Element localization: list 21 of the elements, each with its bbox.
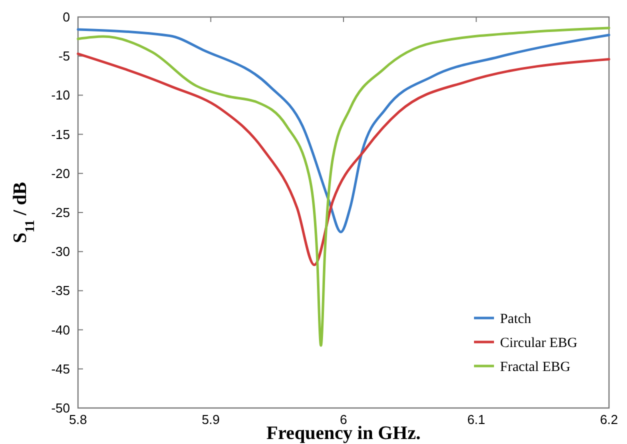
x-tick-label: 5.8 (68, 412, 88, 427)
y-tick-label: -30 (51, 244, 70, 260)
legend-label: Patch (500, 312, 532, 327)
line-series (76, 28, 610, 234)
y-tick-label: -50 (51, 400, 70, 416)
y-tick-label: -25 (51, 205, 70, 220)
y-tick-label: -5 (58, 48, 70, 64)
x-tick-label: 5.9 (202, 412, 220, 427)
y-tick-label: -10 (51, 88, 70, 103)
x-tick-label: 6.2 (600, 412, 618, 427)
y-tick-label: -15 (51, 126, 70, 142)
y-tick-label: 0 (62, 10, 70, 24)
legend-label: Fractal EBG (500, 360, 570, 375)
y-tick-label: -20 (51, 166, 70, 181)
y-tick-label: -45 (51, 361, 70, 376)
y-tick-label: -40 (51, 322, 70, 338)
line-series (76, 52, 610, 266)
legend-label: Circular EBG (500, 336, 578, 351)
y-tick-label: -35 (51, 283, 70, 298)
line-series (76, 26, 610, 347)
x-tick-label: 6.1 (467, 412, 486, 427)
